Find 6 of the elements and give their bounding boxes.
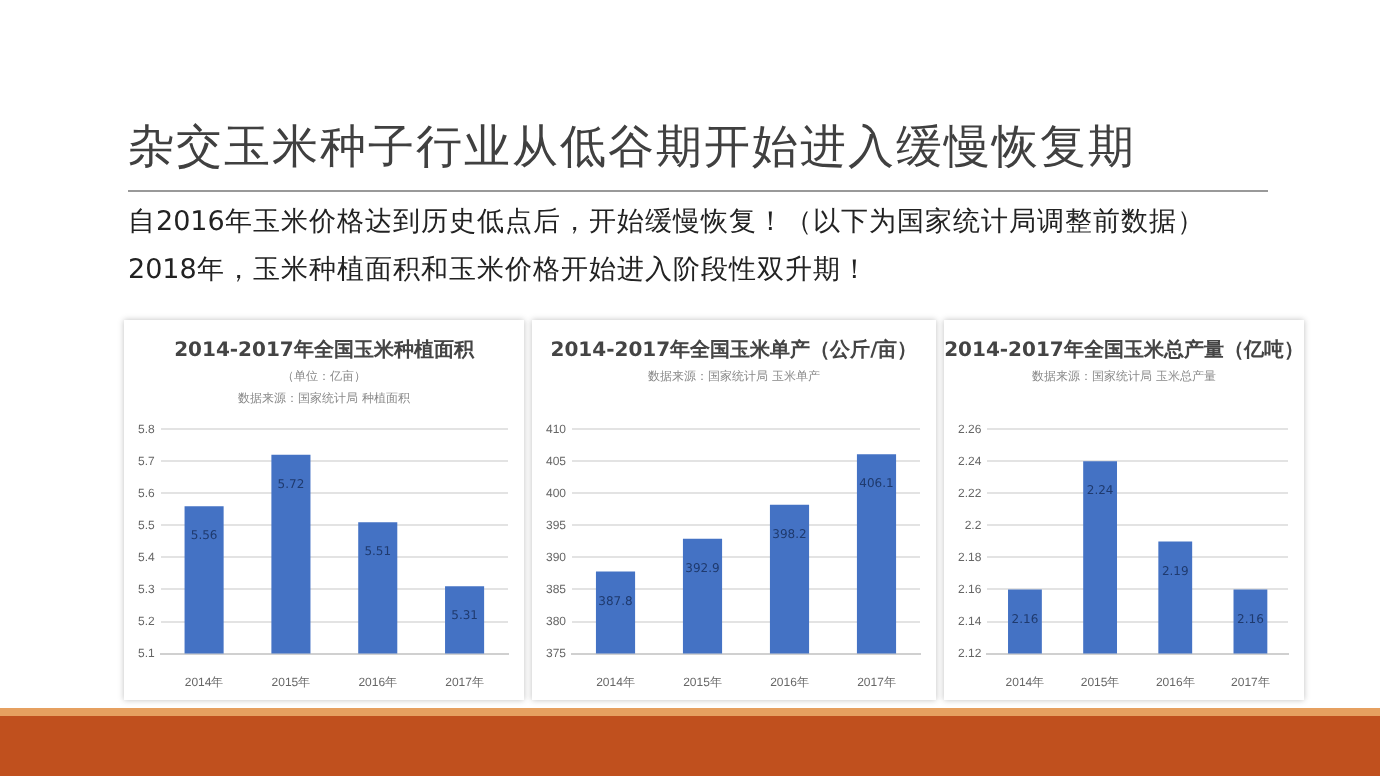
text: 自2016年玉米价格达到历史低点后，开始缓慢恢复！（以下为国家统计局调整前数据） <box>128 204 1207 240</box>
chart-title: 2014-2017年全国玉米单产（公斤/亩） <box>548 336 920 364</box>
text: 2018年，玉米种植面积和玉米价格开始进入阶段性双升期！ <box>128 252 871 288</box>
text: 杂交玉米种子行业从低谷期开始进入缓慢恢复期 <box>128 116 1268 192</box>
chart-title: 2014-2017年全国玉米种植面积 <box>172 337 477 364</box>
chart-title: 2014-2017年全国玉米总产量（亿吨） <box>944 337 1304 364</box>
